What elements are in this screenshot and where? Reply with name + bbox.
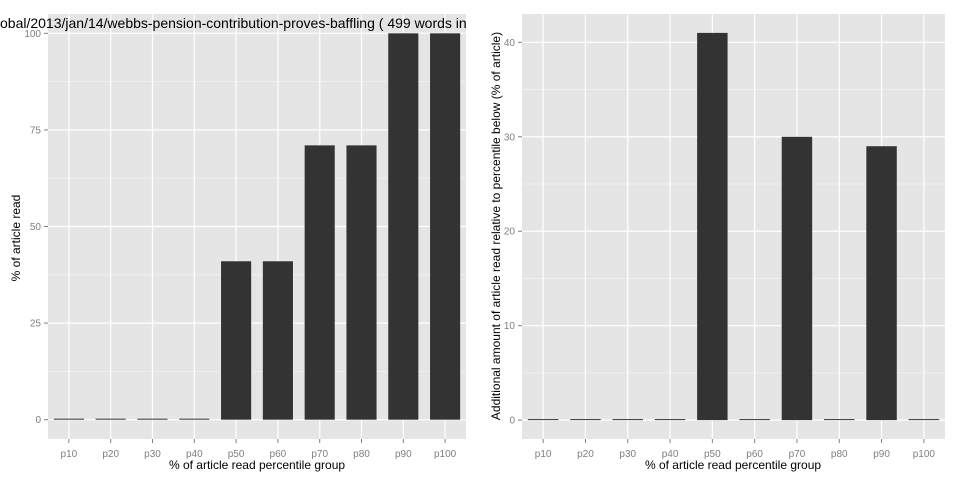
right-bar-p10 [527, 419, 559, 421]
right-y-tick-label: 0 [509, 416, 515, 427]
right-x-tick-label: p30 [619, 449, 636, 460]
left-x-tick-label: p20 [102, 449, 119, 460]
right-bars [527, 32, 940, 421]
left-x-axis-title: % of article read percentile group [169, 458, 345, 472]
left-x-tick-label: p10 [61, 449, 78, 460]
left-x-tick-label: p60 [270, 449, 287, 460]
right-bar-p20 [570, 419, 601, 421]
left-x-tick-label: p30 [144, 449, 161, 460]
left-y-axis-title: % of article read [9, 195, 23, 282]
right-y-tick-label: 40 [504, 38, 516, 49]
right-y-tick-label: 30 [504, 132, 516, 143]
left-bars [53, 33, 461, 420]
right-bar-p70 [781, 136, 813, 421]
right-bar-p80 [824, 419, 855, 421]
left-bar-p60 [262, 261, 293, 420]
right-bar-p60 [739, 419, 770, 421]
right-x-tick-label: p60 [746, 449, 763, 460]
right-y-axis-title: Additional amount of article read relati… [489, 32, 503, 420]
right-x-tick-label: p70 [789, 449, 806, 460]
right-bar-p40 [654, 419, 686, 421]
right-y-tick-label: 10 [504, 321, 516, 332]
right-x-tick-label: p100 [913, 449, 936, 460]
left-y-tick-label: 100 [24, 29, 41, 40]
right-x-tick-label: p80 [831, 449, 848, 460]
left-bar-p50 [221, 261, 252, 420]
left-bar-p90 [388, 33, 419, 420]
left-x-tick-label: p90 [395, 449, 412, 460]
right-bar-p90 [866, 146, 897, 421]
left-y-tick-labels: 0 25 50 75 100 [24, 29, 48, 426]
left-y-tick-label: 50 [30, 222, 42, 233]
right-x-tick-labels: p10 p20 p30 p40 p50 p60 p70 p80 p90 p100 [535, 439, 936, 460]
right-x-tick-label: p90 [873, 449, 890, 460]
left-bar-p40 [179, 418, 210, 420]
left-bar-p20 [95, 418, 126, 420]
left-x-tick-label: p50 [228, 449, 245, 460]
right-x-tick-label: p20 [577, 449, 594, 460]
left-x-tick-label: p40 [186, 449, 203, 460]
left-bar-p100 [430, 33, 461, 420]
left-bar-p80 [346, 145, 377, 420]
left-bar-p70 [304, 145, 335, 420]
right-y-tick-labels: 0 10 20 30 40 [504, 38, 522, 427]
right-y-tick-label: 20 [504, 227, 516, 238]
right-x-axis-title: % of article read percentile group [645, 458, 821, 472]
left-x-tick-label: p70 [311, 449, 328, 460]
right-x-tick-label: p40 [662, 449, 679, 460]
left-y-tick-label: 75 [30, 125, 42, 136]
right-x-tick-label: p10 [535, 449, 552, 460]
left-y-tick-label: 0 [35, 415, 41, 426]
right-bar-p100 [908, 419, 940, 421]
left-x-tick-label: p100 [434, 449, 457, 460]
left-x-tick-labels: p10 p20 p30 p40 p50 p60 p70 p80 p90 p100 [61, 439, 457, 460]
right-bar-p30 [612, 419, 643, 421]
right-x-tick-label: p50 [704, 449, 721, 460]
left-y-tick-label: 25 [30, 319, 42, 330]
left-x-tick-label: p80 [353, 449, 370, 460]
left-bar-p30 [137, 418, 168, 420]
left-chart-title: obal/2013/jan/14/webbs-pension-contribut… [0, 15, 467, 31]
left-bar-p10 [53, 418, 84, 420]
right-bar-p50 [697, 32, 728, 421]
